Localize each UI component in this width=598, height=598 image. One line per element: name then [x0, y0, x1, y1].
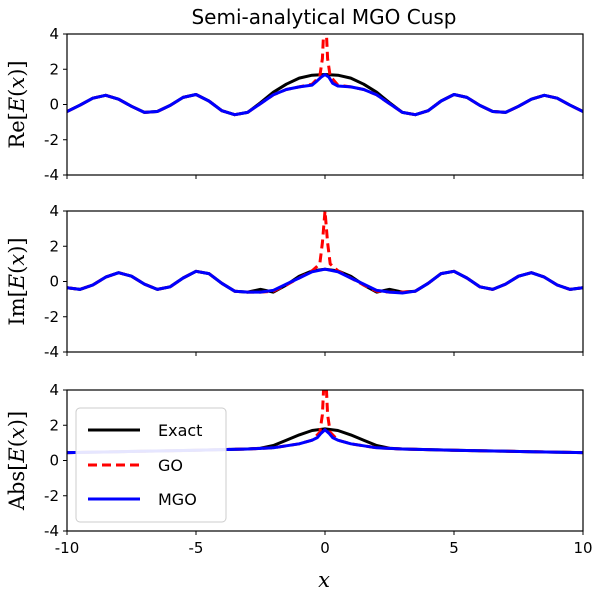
- series-go-line: [67, 34, 583, 117]
- legend-box: [75, 407, 227, 523]
- series-exact-line: [67, 267, 583, 294]
- xtick-label: -10: [55, 539, 80, 557]
- ylabel-imag: Im[E(x)]: [5, 237, 29, 325]
- ytick-label: -4: [44, 166, 59, 184]
- legend: Exact GO MGO: [75, 407, 227, 523]
- ytick-label: -4: [44, 522, 59, 540]
- ytick-label: 4: [49, 202, 59, 220]
- axes-frame: [66, 33, 584, 176]
- ytick-label: 2: [49, 416, 59, 434]
- ytick-label: -2: [44, 308, 59, 326]
- panel-imag: -4 -2 0 2 4 Im[E(x)]: [5, 202, 584, 361]
- legend-label-exact: Exact: [158, 421, 202, 440]
- xtick-label: 10: [573, 539, 592, 557]
- ylabel-abs: Abs[E(x)]: [5, 411, 29, 511]
- ytick-label: 2: [49, 60, 59, 78]
- ytick-label: 2: [49, 237, 59, 255]
- series-exact-line: [67, 73, 583, 117]
- ytick-label: 0: [49, 96, 59, 114]
- ytick-label: -2: [44, 131, 59, 149]
- ytick-label: -2: [44, 487, 59, 505]
- xtick-label: -5: [189, 539, 204, 557]
- legend-label-go: GO: [158, 456, 183, 475]
- ytick-label: 4: [49, 381, 59, 399]
- panel-real: -4 -2 0 2 4 Re[E(x)]: [5, 25, 584, 184]
- series-go-line: [67, 211, 583, 294]
- legend-label-mgo: MGO: [158, 490, 197, 509]
- series-mgo-line: [67, 73, 583, 117]
- xtick-label: 5: [449, 539, 459, 557]
- ytick-label: 0: [49, 273, 59, 291]
- ytick-label: 0: [49, 452, 59, 470]
- ytick-label: 4: [49, 25, 59, 43]
- series-mgo-line: [67, 267, 583, 295]
- xtick-label: 0: [320, 539, 330, 557]
- ytick-label: -4: [44, 343, 59, 361]
- axes-frame: [66, 210, 584, 353]
- xlabel: x: [318, 568, 330, 592]
- chart-title: Semi-analytical MGO Cusp: [191, 5, 456, 29]
- ylabel-real: Re[E(x)]: [5, 60, 29, 148]
